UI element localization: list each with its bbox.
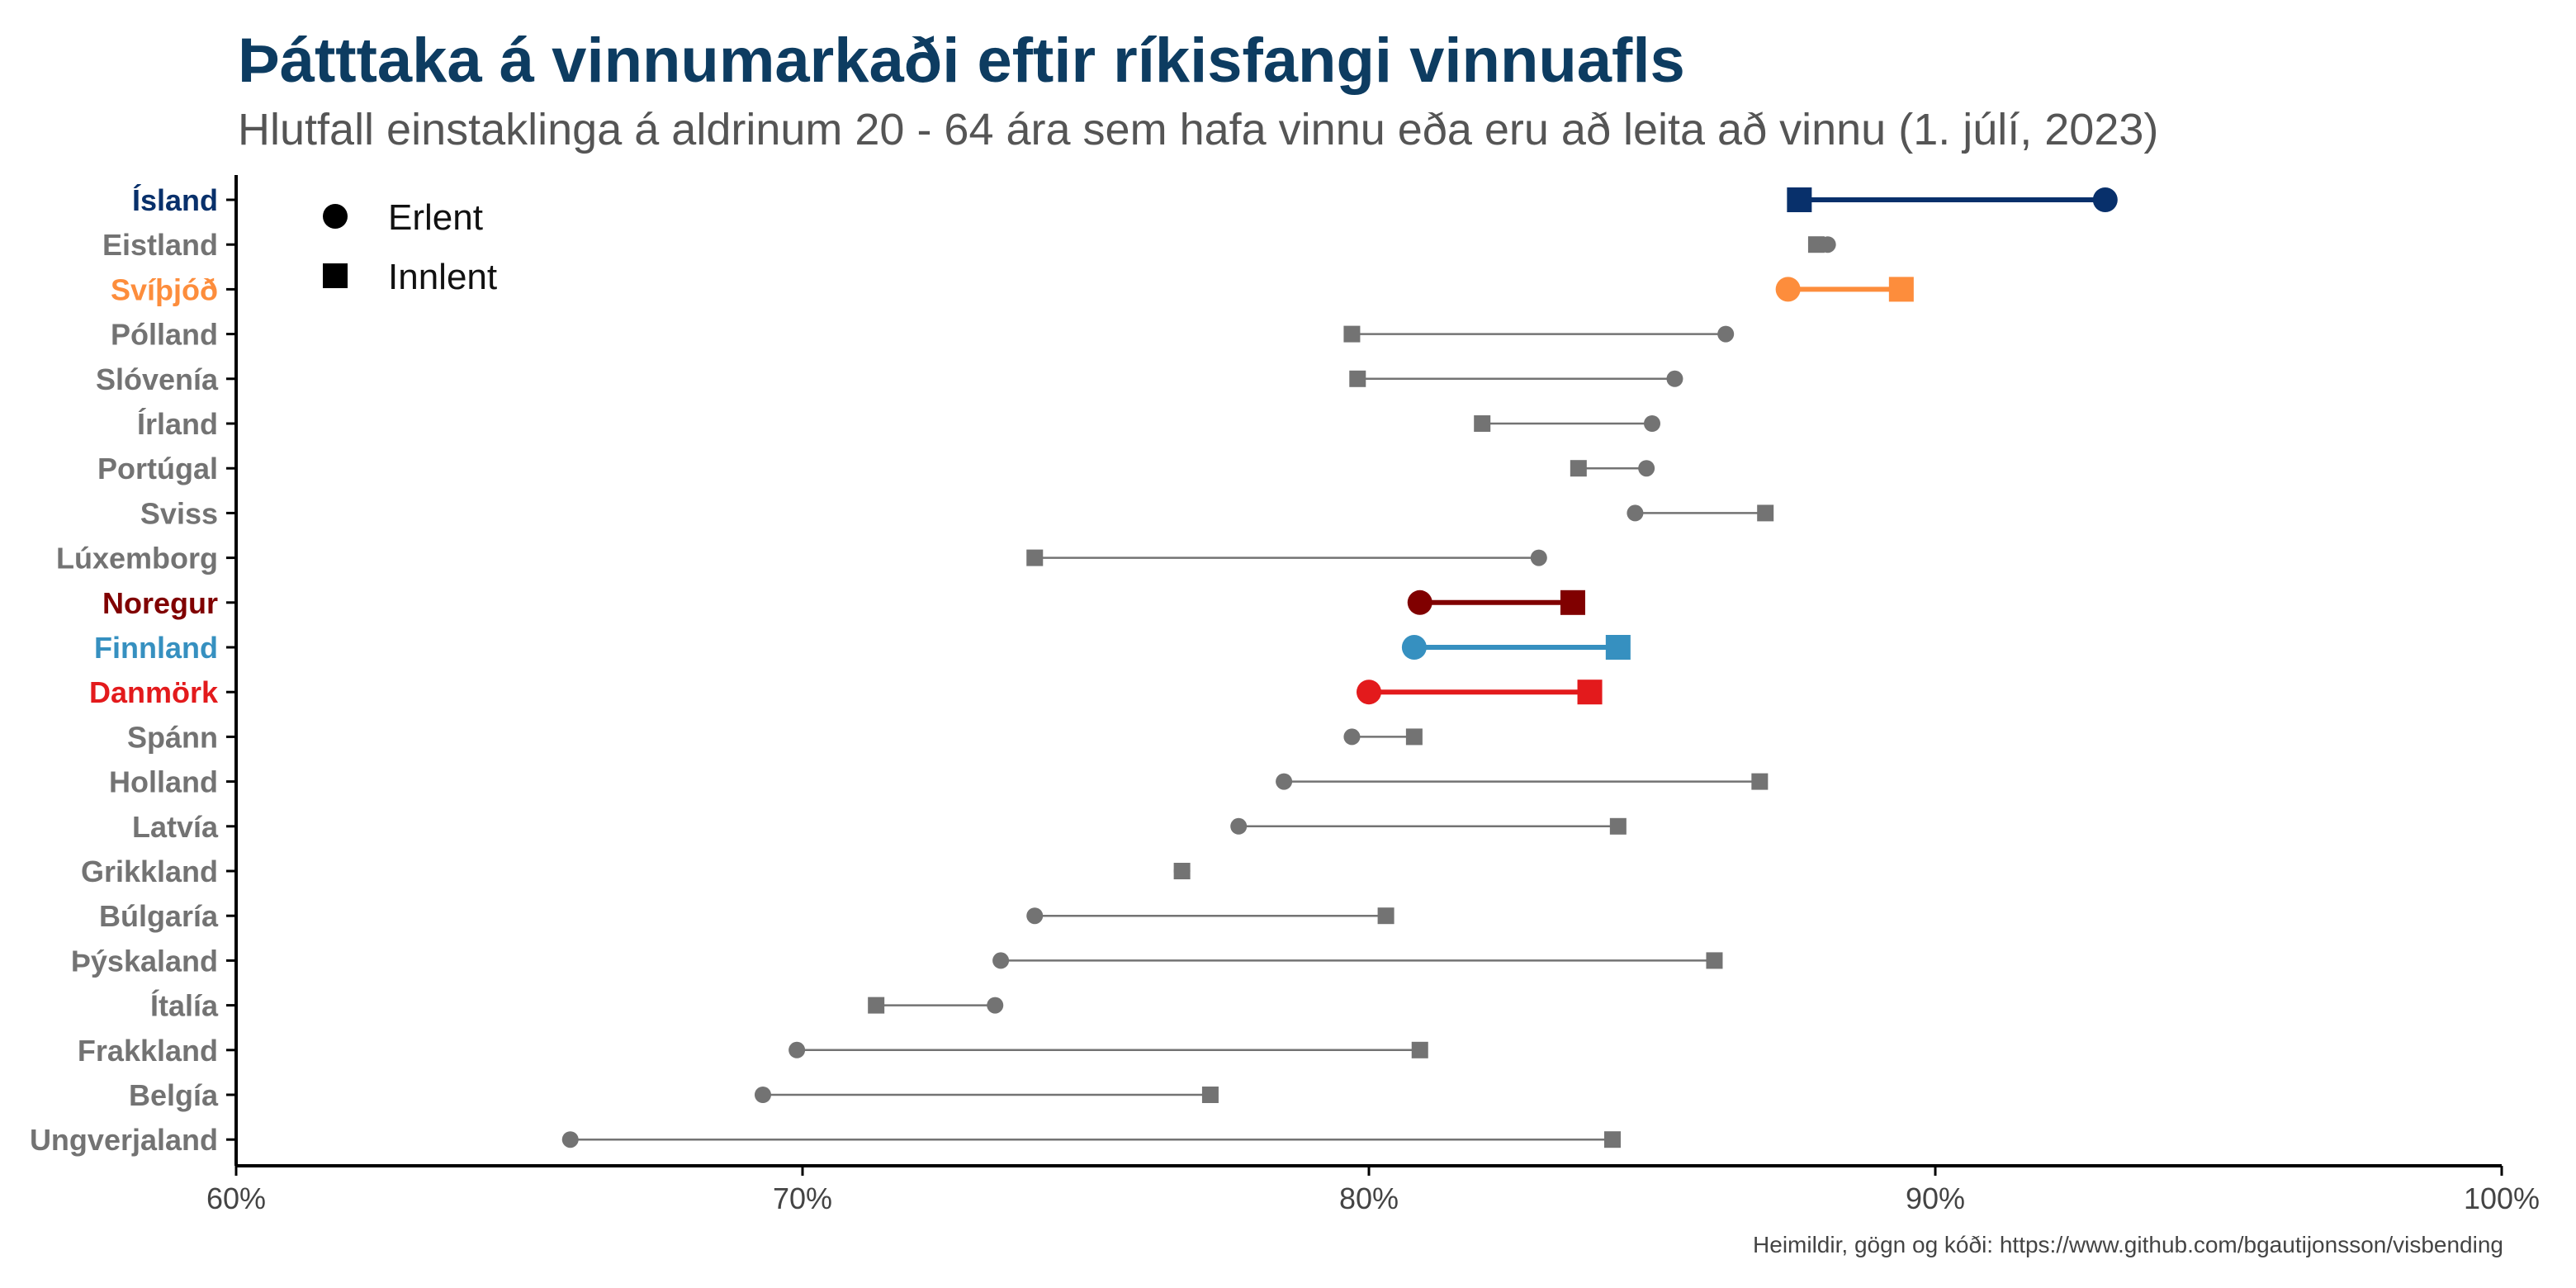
country-label-thyskaland: Þýskaland	[71, 944, 218, 978]
country-label-latvia: Latvía	[132, 810, 219, 844]
country-label-finnland: Finnland	[94, 631, 218, 665]
innlent-point-ungverjaland	[1603, 1131, 1621, 1148]
country-label-luxemborg: Lúxemborg	[56, 542, 218, 575]
country-label-slovenia: Slóvenía	[96, 362, 219, 396]
innlent-point-latvia	[1609, 817, 1627, 835]
erlent-point-bulgaria	[1026, 907, 1044, 925]
erlent-point-luxemborg	[1530, 549, 1547, 566]
legend-square-icon	[323, 263, 348, 288]
erlent-point-grikkland	[1173, 863, 1191, 879]
erlent-point-irland	[1644, 415, 1660, 432]
erlent-point-frakkland	[788, 1041, 806, 1058]
chart-caption: Heimildir, gögn og kóði: https://www.git…	[1753, 1232, 2503, 1257]
country-label-danmork: Danmörk	[89, 675, 219, 709]
country-label-eistland: Eistland	[102, 228, 218, 262]
legend-label-erlent: Erlent	[388, 197, 483, 238]
erlent-point-thyskaland	[992, 952, 1010, 969]
innlent-point-bulgaria	[1377, 907, 1395, 925]
innlent-point-svithjod	[1888, 277, 1914, 302]
y-axis-labels: Ísland Eistland Svíþjóð Pólland Slóvenía Írla…	[30, 183, 236, 1157]
country-label-polland: Pólland	[111, 318, 218, 352]
country-label-sviss: Sviss	[140, 496, 218, 530]
country-label-ungverjaland: Ungverjaland	[30, 1123, 218, 1157]
innlent-point-polland	[1343, 325, 1361, 343]
innlent-point-slovenia	[1349, 370, 1366, 387]
x-tick-label: 80%	[1339, 1181, 1399, 1215]
chart-title: Þátttaka á vinnumarkaði eftir ríkisfangi…	[238, 26, 1685, 96]
erlent-point-svithjod	[1775, 277, 1801, 302]
erlent-point-sviss	[1627, 504, 1644, 522]
innlent-point-noregur	[1560, 590, 1585, 615]
erlent-point-danmork	[1357, 680, 1381, 705]
country-label-island: Ísland	[132, 183, 218, 217]
innlent-point-thyskaland	[1706, 952, 1723, 969]
innlent-point-sviss	[1757, 504, 1774, 522]
chart-marks	[561, 187, 2118, 1148]
innlent-point-eistland	[1807, 236, 1825, 253]
country-label-spann: Spánn	[127, 720, 218, 754]
country-label-holland: Holland	[109, 765, 218, 799]
innlent-point-island	[1787, 187, 1812, 212]
erlent-point-slovenia	[1666, 370, 1683, 387]
chart-subtitle: Hlutfall einstaklinga á aldrinum 20 - 64…	[238, 105, 2159, 154]
erlent-point-italia	[987, 997, 1004, 1014]
innlent-point-italia	[868, 997, 885, 1014]
innlent-point-luxemborg	[1026, 549, 1044, 566]
legend-circle-icon	[323, 204, 348, 229]
x-tick-label: 70%	[773, 1181, 832, 1215]
legend: Erlent Innlent	[323, 197, 497, 297]
country-label-bulgaria: Búlgaría	[99, 899, 219, 933]
country-label-belgia: Belgía	[129, 1078, 219, 1112]
country-label-irland: Írland	[137, 407, 218, 441]
country-label-frakkland: Frakkland	[78, 1034, 218, 1068]
erlent-point-polland	[1717, 325, 1735, 343]
erlent-point-ungverjaland	[561, 1131, 579, 1148]
erlent-point-spann	[1343, 728, 1361, 746]
x-axis: 60% 70% 80% 90% 100%	[206, 175, 2540, 1215]
erlent-point-finnland	[1401, 635, 1427, 660]
x-tick-label: 100%	[2464, 1181, 2540, 1215]
innlent-point-frakkland	[1411, 1041, 1428, 1058]
innlent-point-holland	[1751, 773, 1769, 790]
innlent-point-belgia	[1201, 1087, 1219, 1103]
erlent-point-latvia	[1230, 817, 1248, 835]
erlent-point-island	[2092, 187, 2118, 212]
erlent-point-eistland	[1819, 236, 1836, 253]
innlent-point-finnland	[1605, 635, 1631, 660]
legend-label-innlent: Innlent	[388, 257, 497, 297]
country-label-grikkland: Grikkland	[81, 855, 218, 888]
country-label-portugal: Portúgal	[97, 452, 218, 485]
country-label-noregur: Noregur	[102, 586, 218, 620]
erlent-point-belgia	[754, 1087, 771, 1103]
country-label-svithjod: Svíþjóð	[111, 272, 218, 306]
erlent-point-holland	[1276, 773, 1293, 790]
erlent-point-noregur	[1407, 590, 1432, 615]
innlent-point-danmork	[1577, 680, 1603, 705]
innlent-point-irland	[1474, 415, 1491, 432]
x-tick-label: 90%	[1906, 1181, 1965, 1215]
country-label-italia: Ítalía	[150, 989, 219, 1023]
erlent-point-portugal	[1638, 460, 1655, 477]
innlent-point-spann	[1405, 728, 1423, 746]
x-tick-label: 60%	[206, 1181, 266, 1215]
innlent-point-portugal	[1570, 460, 1587, 477]
